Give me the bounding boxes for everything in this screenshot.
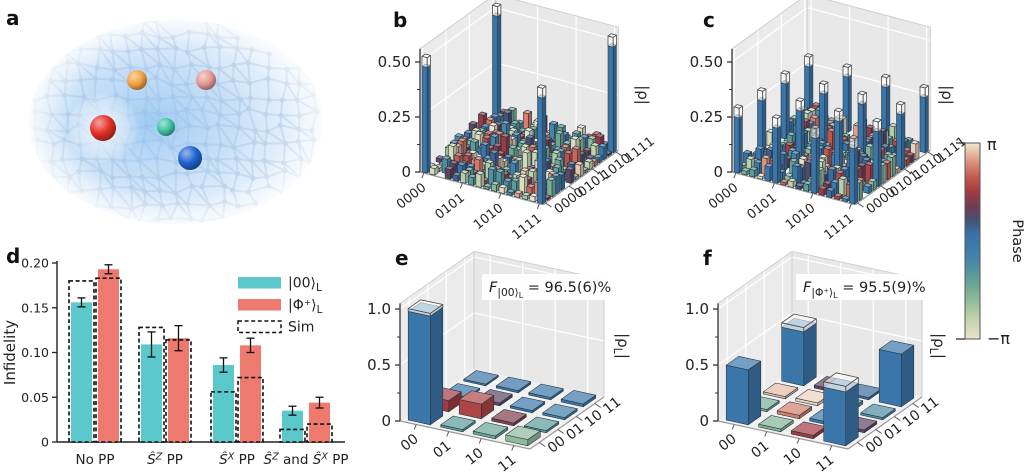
svg-text:11: 11	[495, 452, 519, 473]
svg-text:F|00⟩L = 96.5(6)%: F|00⟩L = 96.5(6)%	[489, 280, 611, 300]
svg-text:0.25: 0.25	[378, 108, 411, 126]
svg-text:0: 0	[713, 163, 723, 181]
svg-text:ŜX PP: ŜX PP	[219, 450, 255, 468]
pink-qubit	[196, 70, 216, 90]
svg-text:10: 10	[781, 445, 805, 469]
panel-label-d: d	[6, 244, 21, 268]
svg-text:00: 00	[398, 431, 422, 455]
svg-text:Infidelity: Infidelity	[1, 320, 19, 385]
svg-text:01: 01	[748, 438, 772, 462]
svg-text:|00⟩L: |00⟩L	[288, 276, 322, 295]
svg-text:0.50: 0.50	[690, 53, 723, 71]
svg-text:|ρ|: |ρ|	[634, 85, 652, 105]
svg-text:|Φ⁺⟩L: |Φ⁺⟩L	[288, 298, 323, 317]
svg-text:π: π	[987, 135, 997, 154]
svg-text:0.50: 0.50	[378, 53, 411, 71]
svg-text:0000: 0000	[394, 180, 429, 212]
svg-text:01: 01	[430, 438, 454, 462]
infidelity-bar-chart: 0 0.05 0.10 0.15 0.20 Infidelity No PP ŜZ PP ŜX …	[1, 256, 349, 469]
svg-text:0.5: 0.5	[367, 356, 391, 374]
orange-qubit	[127, 70, 147, 90]
svg-text:0.05: 0.05	[21, 390, 49, 405]
svg-text:0101: 0101	[432, 191, 467, 223]
svg-text:0: 0	[699, 412, 709, 430]
svg-text:ŜZ and ŜX PP: ŜZ and ŜX PP	[264, 450, 349, 468]
svg-text:1010: 1010	[471, 201, 506, 233]
svg-text:|ρ|: |ρ|	[938, 85, 956, 105]
panel-label-f: f	[703, 246, 712, 270]
svg-text:0: 0	[41, 435, 49, 450]
svg-text:1111: 1111	[821, 211, 856, 243]
svg-text:0000: 0000	[706, 180, 741, 212]
svg-text:1.0: 1.0	[367, 300, 391, 318]
svg-text:0: 0	[401, 163, 411, 181]
svg-text:No PP: No PP	[76, 452, 115, 468]
panel-label-a: a	[6, 6, 20, 30]
phase-colorbar: π −π Phase	[956, 135, 1024, 348]
svg-text:0.20: 0.20	[21, 256, 49, 271]
teal-qubit	[157, 118, 175, 136]
svg-text:1010: 1010	[783, 201, 818, 233]
blue-qubit	[178, 146, 202, 170]
svg-text:0101: 0101	[744, 191, 779, 223]
svg-text:0: 0	[381, 412, 391, 430]
svg-text:00: 00	[716, 431, 740, 455]
svg-text:1111: 1111	[622, 134, 657, 166]
panel-label-b: b	[393, 8, 408, 32]
svg-text:11: 11	[813, 452, 837, 473]
svg-text:−π: −π	[987, 329, 1010, 348]
svg-text:F|Φ⁺⟩L = 95.5(9)%: F|Φ⁺⟩L = 95.5(9)%	[803, 280, 926, 300]
svg-text:0.10: 0.10	[21, 345, 49, 360]
panel-label-c: c	[703, 8, 715, 32]
svg-text:0.25: 0.25	[690, 108, 723, 126]
svg-text:Sim: Sim	[288, 320, 314, 336]
svg-text:|ρL|: |ρL|	[927, 333, 948, 359]
svg-text:1.0: 1.0	[685, 300, 709, 318]
svg-text:Phase: Phase	[1009, 219, 1024, 262]
svg-text:|ρL|: |ρL|	[611, 333, 632, 359]
svg-text:10: 10	[463, 445, 487, 469]
svg-text:0.5: 0.5	[685, 356, 709, 374]
svg-text:0.15: 0.15	[21, 300, 49, 315]
svg-text:1111: 1111	[509, 211, 544, 243]
svg-text:ŜZ PP: ŜZ PP	[147, 450, 183, 468]
panel-label-e: e	[395, 246, 409, 270]
red-qubit	[90, 115, 116, 141]
lattice-illustration	[29, 20, 323, 224]
